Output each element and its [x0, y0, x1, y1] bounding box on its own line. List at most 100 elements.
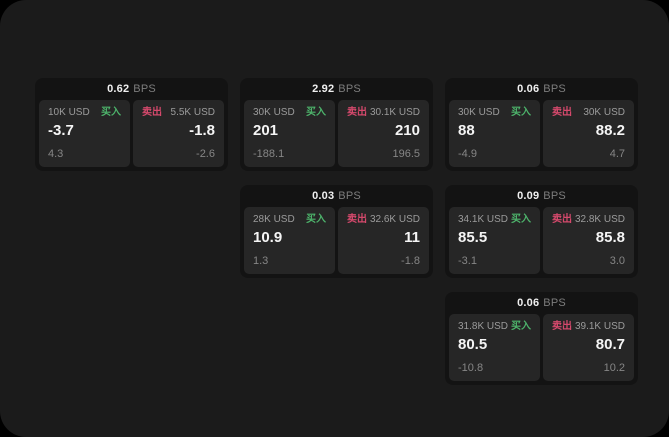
- buy-delta: -188.1: [253, 148, 285, 160]
- card-header: 0.06 BPS: [449, 292, 634, 314]
- bps-unit-label: BPS: [543, 297, 566, 309]
- quote-card: 0.09 BPS 34.1K USD 买入 85.5 -3.1 卖出 32.8K…: [445, 185, 638, 278]
- buy-size-label: 34.1K USD: [458, 214, 509, 225]
- buy-price: 88: [458, 122, 475, 139]
- buy-label: 买入: [101, 107, 121, 118]
- bps-value: 0.09: [517, 190, 540, 202]
- sell-price: 11: [404, 229, 420, 246]
- quote-card: 0.62 BPS 10K USD 买入 -3.7 4.3 卖出 5.5K USD…: [35, 78, 228, 171]
- buy-panel-top: 30K USD 买入: [458, 107, 531, 119]
- quote-card: 0.03 BPS 28K USD 买入 10.9 1.3 卖出 32.6K US…: [240, 185, 433, 278]
- quote-card: 0.06 BPS 30K USD 买入 88 -4.9 卖出 30K USD 8…: [445, 78, 638, 171]
- bps-unit-label: BPS: [543, 83, 566, 95]
- card-header: 2.92 BPS: [244, 78, 429, 100]
- card-header: 0.62 BPS: [39, 78, 224, 100]
- quote-grid: 0.62 BPS 10K USD 买入 -3.7 4.3 卖出 5.5K USD…: [35, 78, 638, 385]
- buy-panel[interactable]: 10K USD 买入 -3.7 4.3: [39, 100, 130, 167]
- buy-label: 买入: [306, 214, 326, 225]
- buy-panel[interactable]: 28K USD 买入 10.9 1.3: [244, 207, 335, 274]
- sell-panel[interactable]: 卖出 39.1K USD 80.7 10.2: [543, 314, 634, 381]
- buy-size-label: 10K USD: [48, 107, 90, 118]
- sell-label: 卖出: [347, 107, 367, 118]
- buy-label: 买入: [511, 107, 531, 118]
- bps-unit-label: BPS: [338, 190, 361, 202]
- quote-card: 0.06 BPS 31.8K USD 买入 80.5 -10.8 卖出 39.1…: [445, 292, 638, 385]
- bps-value: 0.62: [107, 83, 130, 95]
- quote-panels: 30K USD 买入 201 -188.1 卖出 30.1K USD 210 1…: [244, 100, 429, 167]
- bps-value: 0.03: [312, 190, 335, 202]
- sell-size-label: 5.5K USD: [170, 107, 215, 118]
- quote-card: 2.92 BPS 30K USD 买入 201 -188.1 卖出 30.1K …: [240, 78, 433, 171]
- sell-label: 卖出: [552, 107, 572, 118]
- bps-value: 2.92: [312, 83, 335, 95]
- buy-size-label: 31.8K USD: [458, 321, 509, 332]
- sell-panel-top: 卖出 5.5K USD: [142, 107, 215, 119]
- buy-panel-top: 31.8K USD 买入: [458, 321, 531, 333]
- bps-unit-label: BPS: [133, 83, 156, 95]
- buy-label: 买入: [511, 321, 531, 332]
- buy-size-label: 28K USD: [253, 214, 295, 225]
- sell-size-label: 32.8K USD: [574, 214, 625, 225]
- sell-price: -1.8: [189, 122, 215, 139]
- sell-label: 卖出: [552, 321, 572, 332]
- buy-delta: -4.9: [458, 148, 477, 160]
- sell-delta: 10.2: [603, 362, 625, 374]
- sell-delta: 196.5: [392, 148, 420, 160]
- sell-delta: 3.0: [609, 255, 625, 267]
- sell-label: 卖出: [552, 214, 572, 225]
- buy-price: -3.7: [48, 122, 74, 139]
- sell-panel[interactable]: 卖出 32.8K USD 85.8 3.0: [543, 207, 634, 274]
- sell-label: 卖出: [347, 214, 367, 225]
- quote-panels: 10K USD 买入 -3.7 4.3 卖出 5.5K USD -1.8 -2.…: [39, 100, 224, 167]
- sell-size-label: 30.1K USD: [369, 107, 420, 118]
- sell-panel-top: 卖出 39.1K USD: [552, 321, 625, 333]
- sell-price: 88.2: [595, 122, 625, 139]
- sell-panel[interactable]: 卖出 30.1K USD 210 196.5: [338, 100, 429, 167]
- sell-panel[interactable]: 卖出 5.5K USD -1.8 -2.6: [133, 100, 224, 167]
- sell-price: 80.7: [595, 336, 625, 353]
- sell-size-label: 32.6K USD: [369, 214, 420, 225]
- quote-panels: 31.8K USD 买入 80.5 -10.8 卖出 39.1K USD 80.…: [449, 314, 634, 381]
- buy-price: 201: [253, 122, 279, 139]
- buy-delta: -3.1: [458, 255, 477, 267]
- buy-panel-top: 34.1K USD 买入: [458, 214, 531, 226]
- buy-price: 80.5: [458, 336, 488, 353]
- sell-delta: -1.8: [401, 255, 420, 267]
- buy-price: 10.9: [253, 229, 283, 246]
- quote-panels: 34.1K USD 买入 85.5 -3.1 卖出 32.8K USD 85.8…: [449, 207, 634, 274]
- buy-label: 买入: [511, 214, 531, 225]
- sell-price: 85.8: [595, 229, 625, 246]
- bps-unit-label: BPS: [338, 83, 361, 95]
- sell-delta: -2.6: [196, 148, 215, 160]
- buy-size-label: 30K USD: [253, 107, 295, 118]
- bps-unit-label: BPS: [543, 190, 566, 202]
- card-header: 0.06 BPS: [449, 78, 634, 100]
- quote-panels: 30K USD 买入 88 -4.9 卖出 30K USD 88.2 4.7: [449, 100, 634, 167]
- buy-panel-top: 30K USD 买入: [253, 107, 326, 119]
- buy-price: 85.5: [458, 229, 488, 246]
- buy-panel-top: 28K USD 买入: [253, 214, 326, 226]
- sell-label: 卖出: [142, 107, 162, 118]
- sell-panel[interactable]: 卖出 32.6K USD 11 -1.8: [338, 207, 429, 274]
- bps-value: 0.06: [517, 297, 540, 309]
- buy-panel-top: 10K USD 买入: [48, 107, 121, 119]
- sell-delta: 4.7: [609, 148, 625, 160]
- sell-panel[interactable]: 卖出 30K USD 88.2 4.7: [543, 100, 634, 167]
- bps-value: 0.06: [517, 83, 540, 95]
- sell-panel-top: 卖出 32.8K USD: [552, 214, 625, 226]
- buy-label: 买入: [306, 107, 326, 118]
- sell-panel-top: 卖出 32.6K USD: [347, 214, 420, 226]
- sell-price: 210: [394, 122, 420, 139]
- buy-delta: -10.8: [458, 362, 484, 374]
- buy-delta: 1.3: [253, 255, 269, 267]
- buy-panel[interactable]: 30K USD 买入 88 -4.9: [449, 100, 540, 167]
- buy-panel[interactable]: 30K USD 买入 201 -188.1: [244, 100, 335, 167]
- buy-size-label: 30K USD: [458, 107, 500, 118]
- buy-panel[interactable]: 31.8K USD 买入 80.5 -10.8: [449, 314, 540, 381]
- quote-panels: 28K USD 买入 10.9 1.3 卖出 32.6K USD 11 -1.8: [244, 207, 429, 274]
- buy-panel[interactable]: 34.1K USD 买入 85.5 -3.1: [449, 207, 540, 274]
- sell-panel-top: 卖出 30.1K USD: [347, 107, 420, 119]
- card-header: 0.03 BPS: [244, 185, 429, 207]
- sell-size-label: 30K USD: [583, 107, 625, 118]
